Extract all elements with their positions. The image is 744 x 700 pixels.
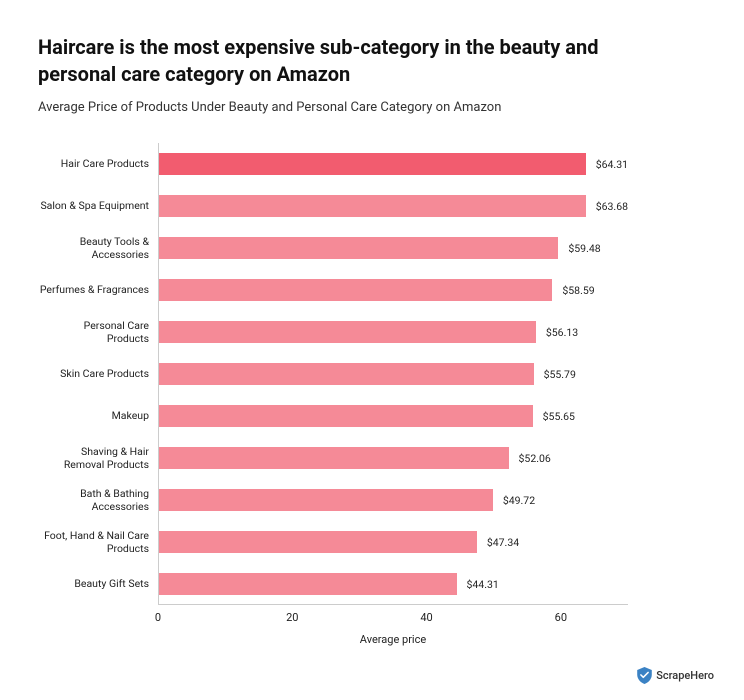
category-label: Foot, Hand & Nail Care Products <box>39 529 159 555</box>
category-label: Shaving & Hair Removal Products <box>39 445 159 471</box>
value-label: $58.59 <box>562 284 594 297</box>
bar <box>159 405 533 427</box>
bar-row: Shaving & Hair Removal Products$52.06 <box>159 437 628 479</box>
bar-row: Hair Care Products$64.31 <box>159 143 628 185</box>
value-label: $47.34 <box>487 536 519 549</box>
x-tick: 60 <box>555 611 567 624</box>
bar <box>159 321 536 343</box>
category-label: Makeup <box>39 409 159 422</box>
value-label: $64.31 <box>596 158 628 171</box>
bar-row: Bath & Bathing Accessories$49.72 <box>159 479 628 521</box>
bar <box>159 531 477 553</box>
bar <box>159 237 558 259</box>
x-axis-label: Average price <box>158 633 628 646</box>
category-label: Salon & Spa Equipment <box>39 199 159 212</box>
bar <box>159 195 586 217</box>
x-tick: 20 <box>286 611 298 624</box>
category-label: Skin Care Products <box>39 367 159 380</box>
bar-row: Salon & Spa Equipment$63.68 <box>159 185 628 227</box>
value-label: $56.13 <box>546 326 578 339</box>
value-label: $63.68 <box>596 200 628 213</box>
bar <box>159 489 493 511</box>
footer-brand-text: ScrapeHero <box>656 669 714 682</box>
chart-subtitle: Average Price of Products Under Beauty a… <box>38 100 706 115</box>
category-label: Bath & Bathing Accessories <box>39 487 159 513</box>
chart-title: Haircare is the most expensive sub-categ… <box>38 34 658 88</box>
bar-row: Perfumes & Fragrances$58.59 <box>159 269 628 311</box>
bar-row: Beauty Tools & Accessories$59.48 <box>159 227 628 269</box>
category-label: Personal Care Products <box>39 319 159 345</box>
shield-icon <box>637 667 652 684</box>
bar <box>159 279 552 301</box>
value-label: $52.06 <box>519 452 551 465</box>
bar-row: Skin Care Products$55.79 <box>159 353 628 395</box>
value-label: $44.31 <box>467 578 499 591</box>
footer-logo: ScrapeHero <box>637 667 714 684</box>
category-label: Beauty Gift Sets <box>39 577 159 590</box>
value-label: $49.72 <box>503 494 535 507</box>
value-label: $55.79 <box>544 368 576 381</box>
value-label: $55.65 <box>543 410 575 423</box>
bar-row: Personal Care Products$56.13 <box>159 311 628 353</box>
plot-area: Hair Care Products$64.31Salon & Spa Equi… <box>158 143 628 605</box>
x-tick: 0 <box>155 611 161 624</box>
bar <box>159 573 457 595</box>
bar <box>159 153 586 175</box>
category-label: Perfumes & Fragrances <box>39 283 159 296</box>
x-tick: 40 <box>420 611 432 624</box>
category-label: Hair Care Products <box>39 157 159 170</box>
bar <box>159 363 534 385</box>
value-label: $59.48 <box>568 242 600 255</box>
chart-container: Hair Care Products$64.31Salon & Spa Equi… <box>38 143 706 605</box>
category-label: Beauty Tools & Accessories <box>39 235 159 261</box>
bar-row: Beauty Gift Sets$44.31 <box>159 563 628 605</box>
bar <box>159 447 509 469</box>
bar-row: Makeup$55.65 <box>159 395 628 437</box>
x-axis: 0 20 40 60 <box>158 605 628 625</box>
bar-row: Foot, Hand & Nail Care Products$47.34 <box>159 521 628 563</box>
